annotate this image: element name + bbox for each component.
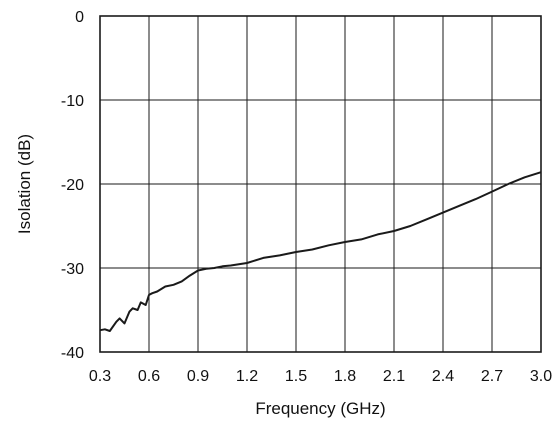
x-tick-label: 0.6 [138,368,160,385]
x-tick-label: 2.7 [481,368,503,385]
isolation-series-line [99,171,542,332]
x-tick-label: 1.5 [285,368,307,385]
x-tick-label: 2.1 [383,368,405,385]
y-tick-label: -10 [61,93,84,110]
x-tick-label: 3.0 [530,368,552,385]
x-axis-title: Frequency (GHz) [255,399,385,418]
x-tick-label: 0.9 [187,368,209,385]
y-tick-label: 0 [75,9,84,26]
x-tick-label: 0.3 [89,368,111,385]
grid [100,16,541,352]
x-tick-label: 1.2 [236,368,258,385]
series-layer [99,171,542,332]
x-tick-label: 2.4 [432,368,454,385]
x-tick-label: 1.8 [334,368,356,385]
y-tick-label: -20 [61,177,84,194]
y-tick-label: -40 [61,345,84,362]
y-axis-title: Isolation (dB) [15,134,34,234]
plot-frame [99,15,542,353]
y-tick-label: -30 [61,261,84,278]
tick-labels: 0.3 0.6 0.9 1.2 1.5 1.8 2.1 2.4 2.7 3.0 0 -10 -20 -30… [61,9,552,385]
